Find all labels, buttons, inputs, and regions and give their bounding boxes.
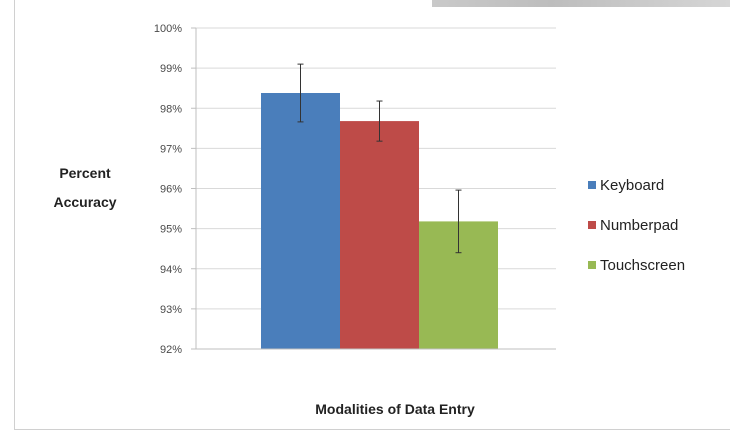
y-axis-label-line-2: Accuracy [53, 194, 116, 210]
y-tick-label: 97% [160, 143, 182, 155]
error-bars [297, 63, 462, 254]
legend-label-keyboard: Keyboard [600, 177, 664, 194]
legend: Keyboard Numberpad Touchscreen [588, 177, 685, 274]
bars [261, 93, 498, 349]
y-tick-label: 96% [160, 184, 182, 196]
legend-label-touchscreen: Touchscreen [600, 257, 685, 274]
y-tick-label: 95% [160, 224, 182, 236]
y-axis-label-line-1: Percent [59, 165, 111, 181]
x-axis-label: Modalities of Data Entry [315, 401, 475, 417]
bar-keyboard [261, 93, 340, 349]
legend-label-numberpad: Numberpad [600, 217, 678, 234]
top-edge-strip [432, 0, 730, 7]
legend-swatch-touchscreen [588, 261, 596, 269]
bar-numberpad [340, 121, 419, 349]
y-tick-label: 93% [160, 304, 182, 316]
y-axis-ticks: 100% 99% 98% 97% 96% 95% 94% 93% 92% [154, 23, 196, 356]
legend-swatch-keyboard [588, 181, 596, 189]
y-tick-label: 99% [160, 63, 182, 75]
y-tick-label: 94% [160, 264, 182, 276]
y-tick-label: 100% [154, 23, 182, 35]
y-tick-label: 98% [160, 103, 182, 115]
legend-swatch-numberpad [588, 221, 596, 229]
y-tick-label: 92% [160, 344, 182, 356]
